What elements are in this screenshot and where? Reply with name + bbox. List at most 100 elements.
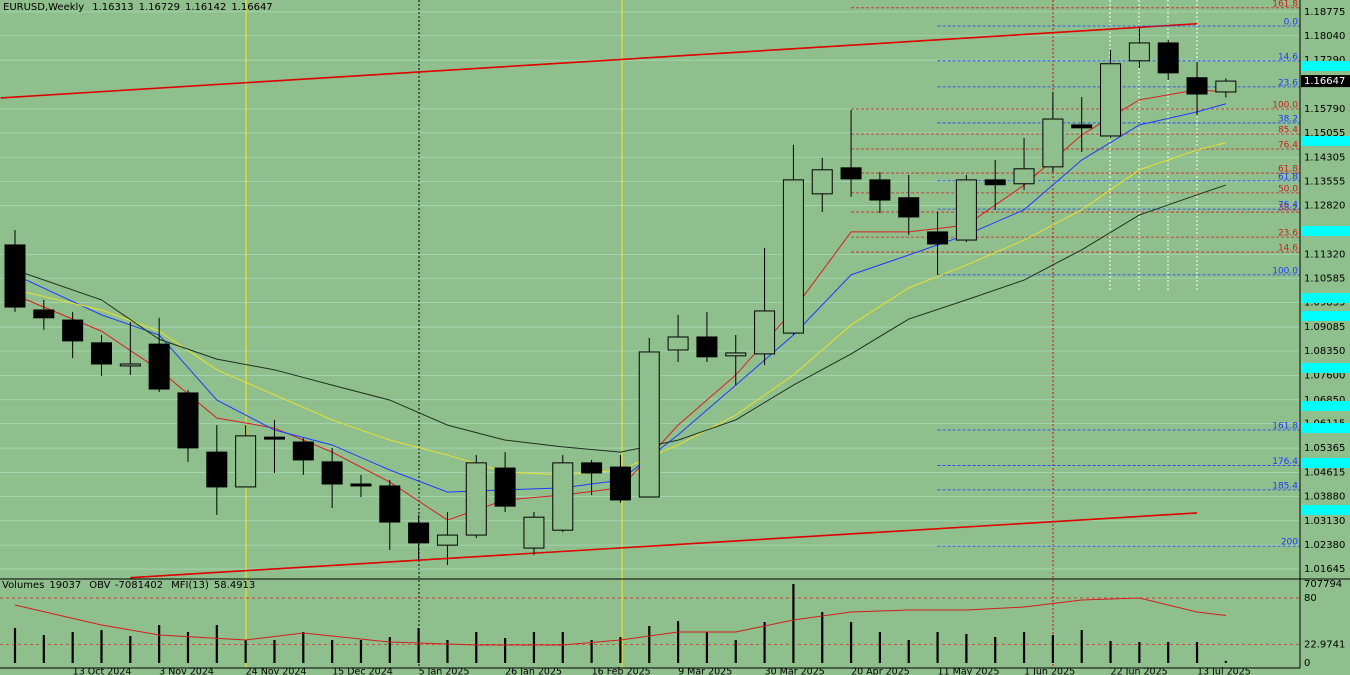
fib-label: 23.6 xyxy=(1278,78,1298,88)
candle-body xyxy=(235,435,257,488)
fib-label: 76.4 xyxy=(1278,140,1298,150)
candle-body xyxy=(1186,77,1208,95)
chart-header: EURUSD,Weekly 1.16313 1.16729 1.16142 1.1664… xyxy=(3,2,273,13)
volume-value: 19037 xyxy=(49,580,81,591)
symbol: EURUSD,Weekly xyxy=(3,2,84,13)
obv-value: -7081402 xyxy=(115,580,163,591)
level-marker xyxy=(1301,136,1350,146)
x-tick-label: 13 Oct 2024 xyxy=(73,667,132,675)
candle-body xyxy=(552,462,574,531)
candle-body xyxy=(321,461,343,485)
fib-label: 38.2 xyxy=(1278,114,1298,124)
level-marker xyxy=(1301,423,1350,433)
candle-body xyxy=(494,467,516,507)
candle-body xyxy=(667,336,689,351)
fib-label: 61.8 xyxy=(1278,172,1298,182)
y-tick-label: 1.15055 xyxy=(1304,128,1345,139)
fib-label: 50.0 xyxy=(1278,184,1298,194)
volume-tick-label: 707794 xyxy=(1304,579,1342,590)
y-tick-label: 1.04615 xyxy=(1304,467,1345,478)
x-tick-label: 22 Jun 2025 xyxy=(1111,667,1168,675)
mfi-label: MFI(13) xyxy=(171,580,209,591)
y-tick-label: 1.09835 xyxy=(1304,298,1345,309)
last-price-label: 1.16647 xyxy=(1304,76,1345,87)
level-marker xyxy=(1301,311,1350,321)
indicator-header: Volumes 19037 OBV -7081402 MFI(13) 58.4913 xyxy=(2,580,255,591)
fib-label: 100.0 xyxy=(1272,266,1298,276)
candle-body xyxy=(927,231,949,245)
fib-label: 38.2 xyxy=(1278,204,1298,214)
x-tick-label: 13 Jul 2025 xyxy=(1197,667,1251,675)
fib-label: 85.4 xyxy=(1278,126,1298,136)
y-tick-label: 1.03880 xyxy=(1304,491,1345,502)
candle-body xyxy=(869,179,891,201)
y-tick-label: 1.05365 xyxy=(1304,443,1345,454)
fib-label: 61.8 xyxy=(1278,165,1298,175)
candle-body xyxy=(523,516,545,549)
volume-tick-label: 0 xyxy=(1304,658,1310,669)
y-tick-label: 1.01645 xyxy=(1304,564,1345,575)
candle-body xyxy=(436,534,458,546)
y-tick-label: 1.13555 xyxy=(1304,177,1345,188)
candle-body xyxy=(90,342,112,365)
fib-label: 14.6 xyxy=(1278,52,1298,62)
y-tick-label: 1.09085 xyxy=(1304,322,1345,333)
candle-body xyxy=(379,485,401,523)
candle-body xyxy=(1013,168,1035,185)
y-tick-label: 1.07600 xyxy=(1304,370,1345,381)
x-tick-label: 9 Mar 2025 xyxy=(678,667,732,675)
volume-label: Volumes xyxy=(2,580,44,591)
candle-body xyxy=(1215,80,1237,93)
candle-body xyxy=(4,244,26,308)
x-tick-label: 11 May 2025 xyxy=(938,667,1000,675)
fib-label: 161.8 xyxy=(1272,422,1298,432)
level-marker xyxy=(1301,401,1350,411)
mfi-tick-label: 22.9741 xyxy=(1304,639,1345,650)
fib-label: 14.6 xyxy=(1278,244,1298,254)
mfi-tick-label: 80 xyxy=(1304,593,1317,604)
candle-body xyxy=(782,179,804,334)
mfi-value: 58.4913 xyxy=(214,580,255,591)
level-marker xyxy=(1301,505,1350,515)
candle-body xyxy=(811,169,833,195)
y-tick-label: 1.18775 xyxy=(1304,7,1345,18)
candle-body xyxy=(292,441,314,461)
y-tick-label: 1.10585 xyxy=(1304,273,1345,284)
candle-body xyxy=(840,167,862,180)
fib-label: 176.4 xyxy=(1272,457,1298,467)
x-tick-label: 5 Jan 2025 xyxy=(419,667,470,675)
candle-body xyxy=(638,351,660,498)
candle-body xyxy=(754,310,776,355)
candle-body xyxy=(1042,118,1064,168)
y-tick-label: 1.15790 xyxy=(1304,104,1345,115)
fib-label: 0.0 xyxy=(1284,18,1299,28)
candle-body xyxy=(898,197,920,218)
candle-body xyxy=(350,483,372,487)
last-low: 1.16142 xyxy=(185,2,226,13)
trend-line xyxy=(130,512,1198,579)
fib-label: 100.0 xyxy=(1272,100,1298,110)
obv-label: OBV xyxy=(89,580,110,591)
x-tick-label: 20 Apr 2025 xyxy=(851,667,910,675)
last-close: 1.16647 xyxy=(231,2,272,13)
fib-label: 161.8 xyxy=(1272,0,1298,9)
candle-body xyxy=(955,179,977,241)
y-tick-label: 1.03130 xyxy=(1304,516,1345,527)
candle-body xyxy=(696,336,718,358)
y-tick-label: 1.06850 xyxy=(1304,395,1345,406)
fib-label: 185.4 xyxy=(1272,481,1298,491)
y-tick-label: 1.14305 xyxy=(1304,152,1345,163)
candle-body xyxy=(609,466,631,501)
fib-label: 23.6 xyxy=(1278,229,1298,239)
x-tick-label: 30 Mar 2025 xyxy=(765,667,825,675)
level-marker xyxy=(1301,363,1350,373)
candle-body xyxy=(1157,42,1179,74)
level-marker xyxy=(1301,61,1350,71)
y-tick-label: 1.08350 xyxy=(1304,346,1345,357)
fib-label: 76.4 xyxy=(1278,201,1298,211)
candle-body xyxy=(1071,124,1093,129)
candle-body xyxy=(581,462,603,474)
level-marker xyxy=(1301,458,1350,468)
